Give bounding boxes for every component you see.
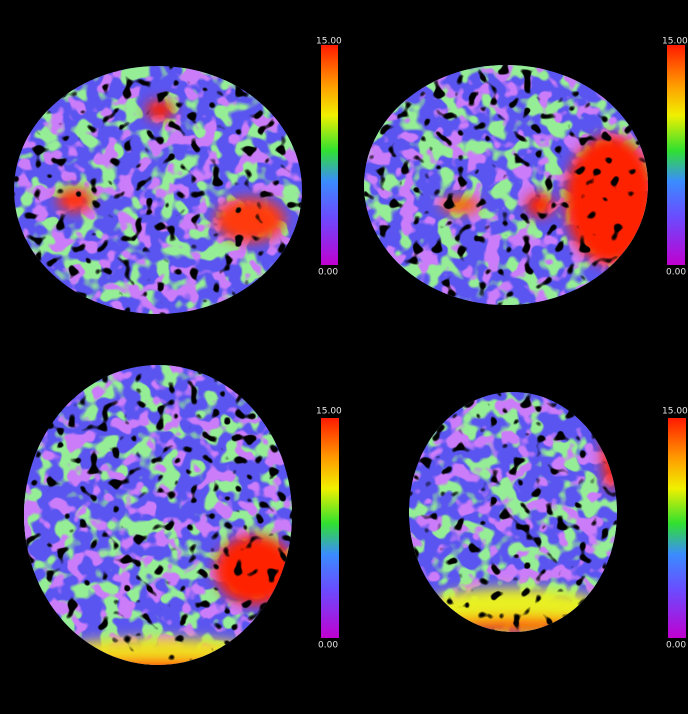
color-scale xyxy=(668,418,686,638)
scale-max-label: 15.00 xyxy=(662,37,688,47)
scale-min-label: 0.00 xyxy=(318,268,338,278)
scale-max-label: 15.00 xyxy=(316,407,342,417)
color-scale xyxy=(667,45,685,265)
scale-min-label: 0.00 xyxy=(666,641,686,651)
color-scale xyxy=(321,45,338,265)
brain-map xyxy=(24,365,292,665)
scale-max-label: 15.00 xyxy=(316,37,342,47)
brain-map xyxy=(364,65,648,305)
scale-max-label: 15.00 xyxy=(662,407,688,417)
brain-map xyxy=(409,392,617,632)
scale-min-label: 0.00 xyxy=(318,641,338,651)
scale-min-label: 0.00 xyxy=(666,268,686,278)
brain-map xyxy=(14,66,302,314)
color-scale xyxy=(321,418,339,638)
